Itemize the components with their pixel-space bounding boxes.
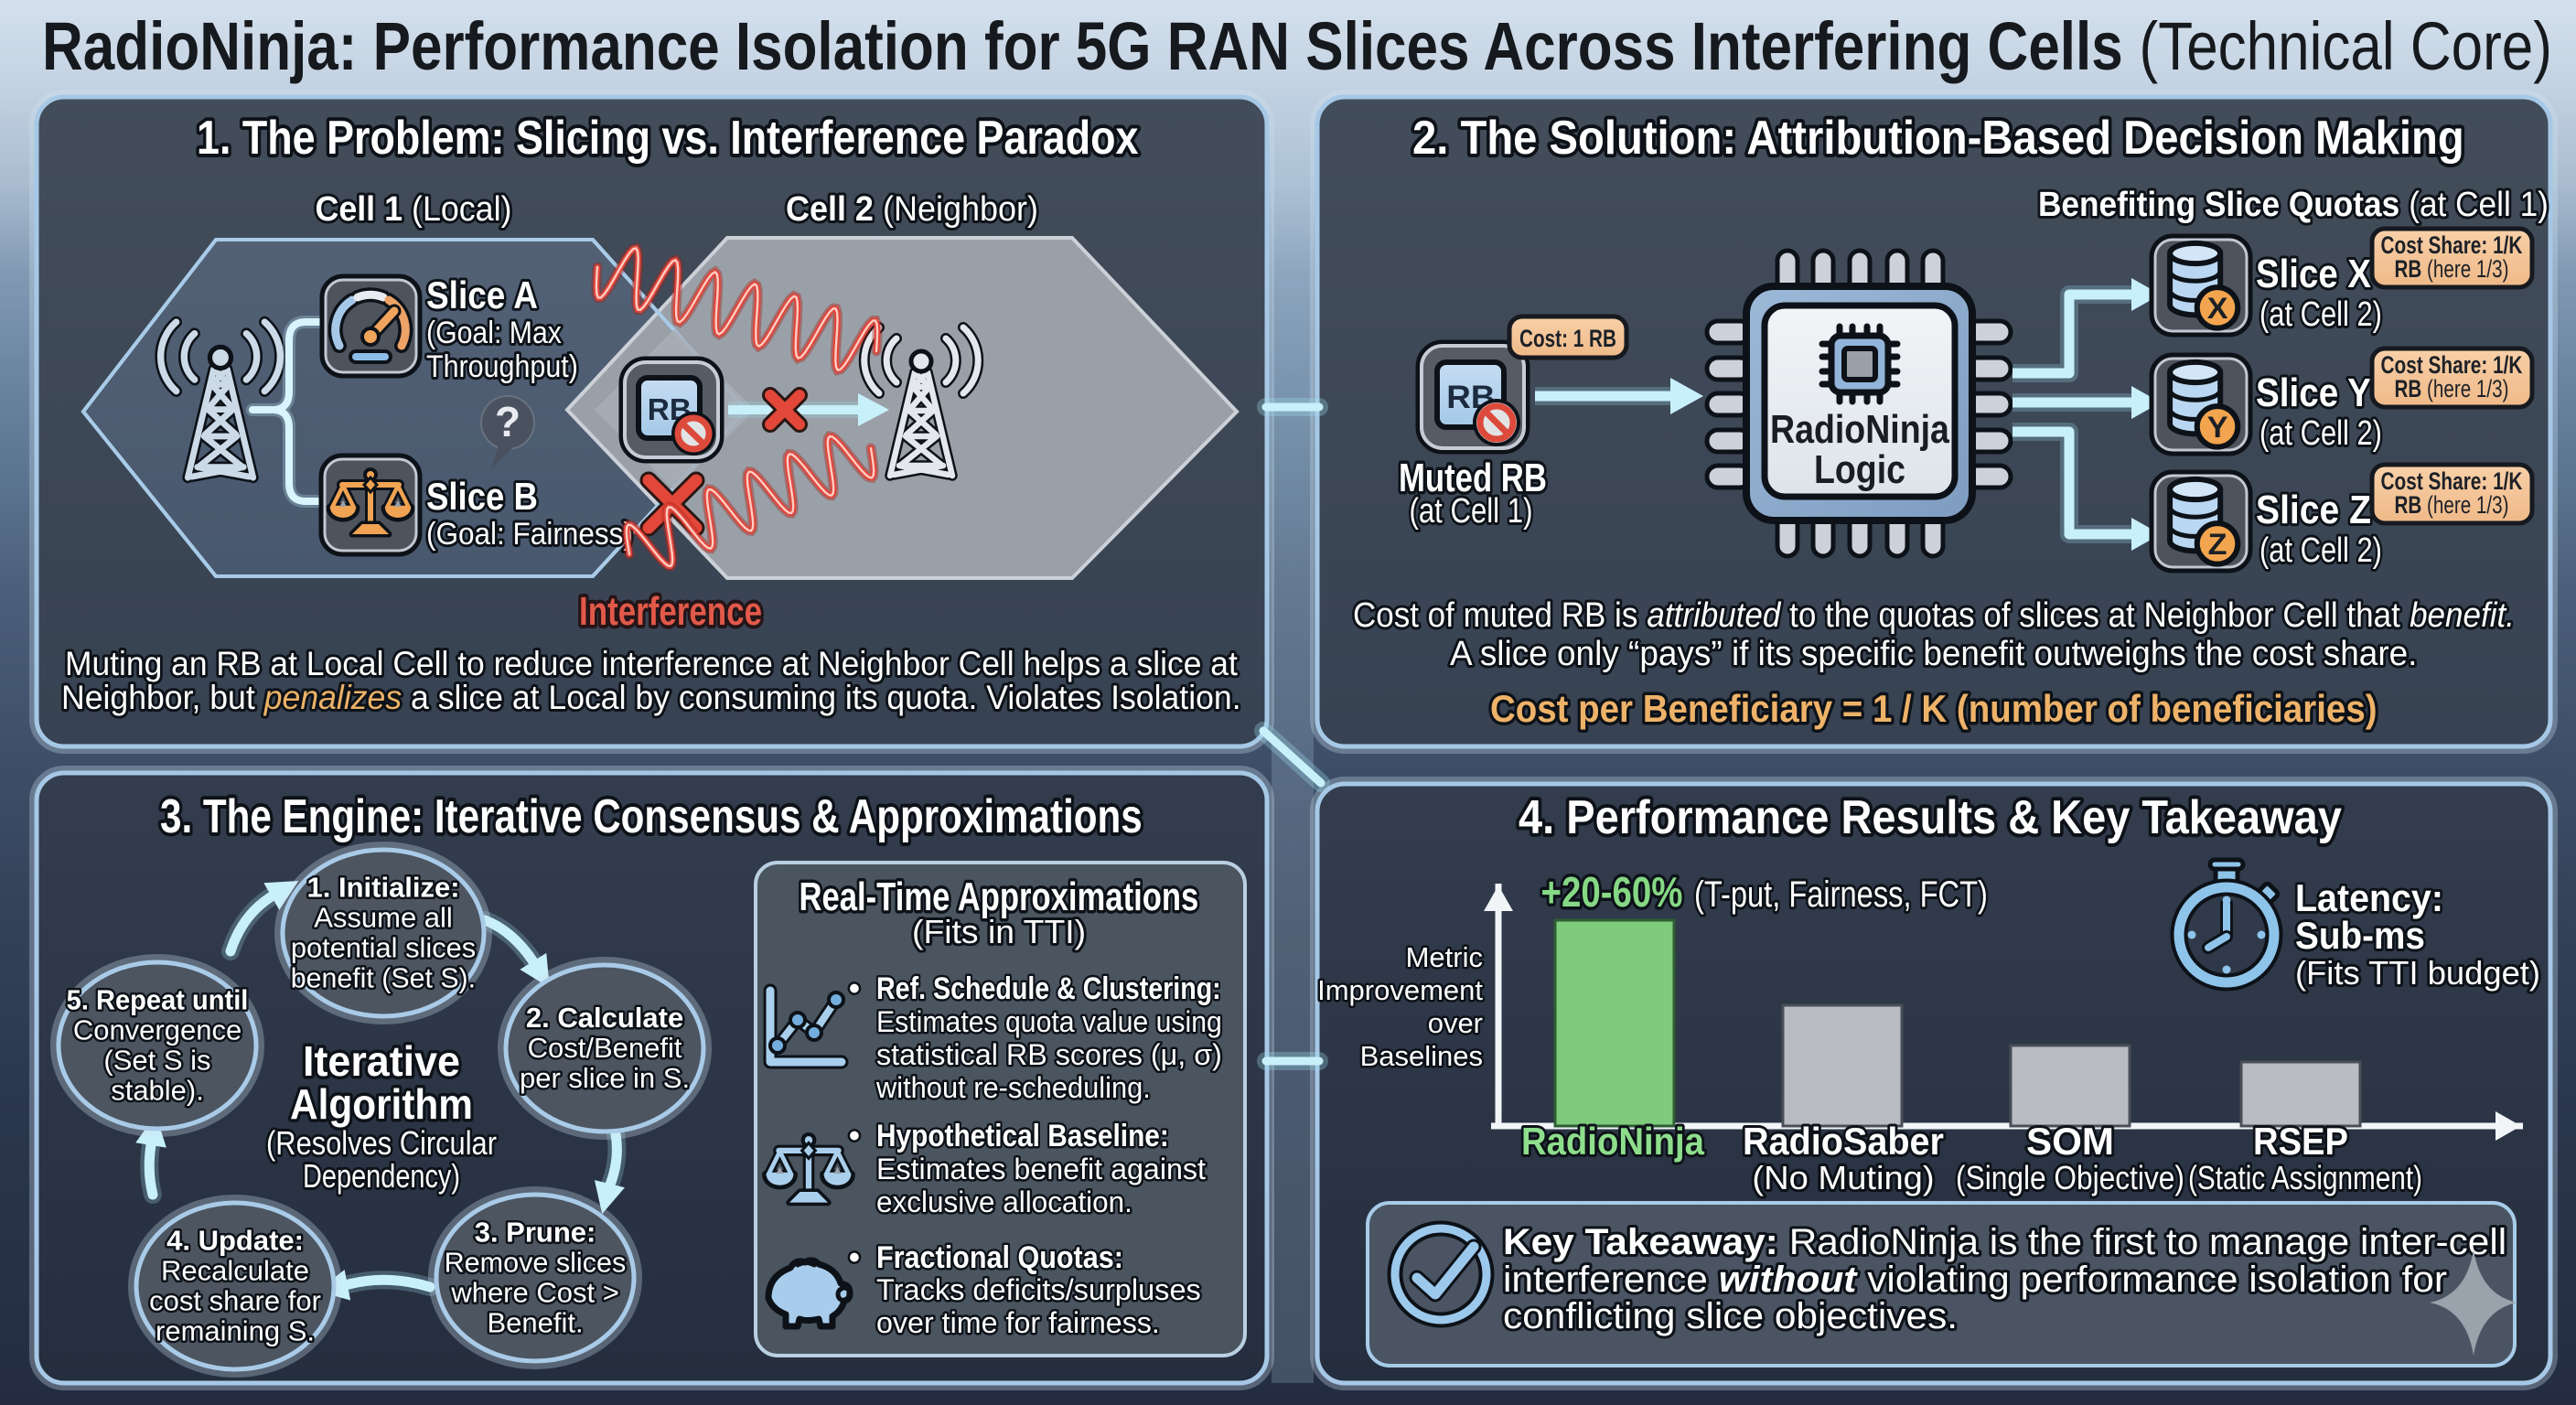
svg-text:(Fits TTI budget): (Fits TTI budget) bbox=[2295, 954, 2540, 992]
svg-text:(Goal: Max: (Goal: Max bbox=[426, 315, 562, 349]
svg-text:conflicting slice objectives.: conflicting slice objectives. bbox=[1503, 1295, 1958, 1336]
svg-text:4. Performance Results & Key T: 4. Performance Results & Key Takeaway bbox=[1519, 790, 2342, 844]
svg-text:potential slices: potential slices bbox=[291, 931, 476, 963]
svg-text:Interference: Interference bbox=[579, 589, 762, 634]
svg-text:Metric: Metric bbox=[1406, 941, 1483, 973]
svg-text:benefit (Set S).: benefit (Set S). bbox=[291, 962, 476, 993]
svg-text:Slice B: Slice B bbox=[426, 476, 538, 519]
svg-text:Y: Y bbox=[2207, 412, 2228, 445]
svg-text:Cell 2 (Neighbor): Cell 2 (Neighbor) bbox=[786, 189, 1038, 228]
svg-text:4. Update:: 4. Update: bbox=[166, 1225, 304, 1257]
svg-text:2. Calculate: 2. Calculate bbox=[526, 1002, 683, 1034]
svg-text:Key Takeaway: RadioNinja is th: Key Takeaway: RadioNinja is the first to… bbox=[1503, 1221, 2506, 1262]
svg-text:Estimates quota value using: Estimates quota value using bbox=[876, 1005, 1222, 1038]
svg-text:X: X bbox=[2207, 293, 2228, 326]
svg-text:Iterative: Iterative bbox=[303, 1037, 460, 1085]
svg-text:Slice X: Slice X bbox=[2256, 252, 2371, 296]
svg-text:Neighbor, but penalizes a slic: Neighbor, but penalizes a slice at Local… bbox=[61, 678, 1241, 716]
svg-text:Fractional Quotas:: Fractional Quotas: bbox=[876, 1239, 1123, 1274]
svg-text:stable).: stable). bbox=[111, 1075, 204, 1107]
svg-text:2. The Solution: Attribution-B: 2. The Solution: Attribution-Based Decis… bbox=[1412, 111, 2464, 165]
svg-text:Cost/Benefit: Cost/Benefit bbox=[528, 1032, 682, 1064]
svg-text:RadioNinja: RadioNinja bbox=[1770, 406, 1949, 451]
svg-text:RadioSaber: RadioSaber bbox=[1743, 1120, 1944, 1163]
svg-text:Benefit.: Benefit. bbox=[488, 1307, 584, 1339]
svg-text:1. Initialize:: 1. Initialize: bbox=[307, 872, 460, 904]
svg-text:Tracks deficits/surpluses: Tracks deficits/surpluses bbox=[876, 1273, 1201, 1306]
svg-text:1. The Problem: Slicing vs. In: 1. The Problem: Slicing vs. Interference… bbox=[197, 112, 1138, 165]
svg-text:(Fits in TTI): (Fits in TTI) bbox=[912, 914, 1086, 950]
svg-text:Convergence: Convergence bbox=[73, 1014, 242, 1046]
svg-text:cost share for: cost share for bbox=[149, 1285, 321, 1317]
svg-text:Cost of muted RB is attributed: Cost of muted RB is attributed to the qu… bbox=[1353, 595, 2515, 635]
svg-text:Cost Share: 1/K: Cost Share: 1/K bbox=[2381, 467, 2523, 495]
svg-text:per slice in S.: per slice in S. bbox=[520, 1062, 690, 1094]
svg-text:(at Cell 1): (at Cell 1) bbox=[1409, 492, 1532, 531]
svg-text:RB (here 1/3): RB (here 1/3) bbox=[2394, 375, 2508, 402]
svg-text:Sub-ms: Sub-ms bbox=[2295, 914, 2425, 958]
svg-text:3. The Engine: Iterative Conse: 3. The Engine: Iterative Consensus & App… bbox=[160, 790, 1143, 843]
svg-text:Hypothetical Baseline:: Hypothetical Baseline: bbox=[876, 1118, 1169, 1153]
svg-text:Ref. Schedule & Clustering:: Ref. Schedule & Clustering: bbox=[876, 971, 1221, 1006]
svg-text:•: • bbox=[849, 1119, 860, 1153]
svg-text:Cost: 1 RB: Cost: 1 RB bbox=[1519, 325, 1616, 352]
svg-text:RadioNinja: RadioNinja bbox=[1521, 1120, 1705, 1163]
svg-text:Cost Share: 1/K: Cost Share: 1/K bbox=[2381, 231, 2523, 259]
svg-text:(at Cell 2): (at Cell 2) bbox=[2259, 295, 2382, 334]
svg-text:Real-Time Approximations: Real-Time Approximations bbox=[799, 874, 1198, 919]
svg-text:over time for fairness.: over time for fairness. bbox=[876, 1306, 1160, 1339]
svg-text:RB (here 1/3): RB (here 1/3) bbox=[2394, 255, 2508, 283]
svg-text:(Static Assignment): (Static Assignment) bbox=[2188, 1159, 2422, 1196]
svg-text:Benefiting Slice Quotas (at Ce: Benefiting Slice Quotas (at Cell 1) bbox=[2038, 185, 2549, 224]
svg-text:Improvement: Improvement bbox=[1317, 974, 1483, 1006]
svg-text:(Goal: Fairness): (Goal: Fairness) bbox=[426, 516, 633, 551]
svg-text:A slice only “pays” if its spe: A slice only “pays” if its specific bene… bbox=[1450, 634, 2417, 673]
svg-text:Logic: Logic bbox=[1814, 446, 1905, 492]
svg-text:over: over bbox=[1428, 1007, 1483, 1039]
svg-text:Cost per Beneficiary = 1 / K (: Cost per Beneficiary = 1 / K (number of … bbox=[1490, 687, 2377, 730]
svg-text:statistical RB scores (μ, σ): statistical RB scores (μ, σ) bbox=[876, 1038, 1222, 1071]
svg-text:Recalculate: Recalculate bbox=[161, 1255, 309, 1287]
svg-text:RB (here 1/3): RB (here 1/3) bbox=[2394, 491, 2508, 519]
svg-text:Slice A: Slice A bbox=[426, 274, 538, 317]
svg-text:5. Repeat until: 5. Repeat until bbox=[67, 985, 249, 1016]
svg-text:Muted RB: Muted RB bbox=[1399, 456, 1547, 500]
svg-text:Z: Z bbox=[2208, 529, 2227, 562]
svg-text:Slice Y: Slice Y bbox=[2256, 370, 2371, 415]
svg-text:Baselines: Baselines bbox=[1360, 1040, 1483, 1072]
svg-text:where Cost >: where Cost > bbox=[450, 1277, 619, 1309]
svg-text:Remove slices: Remove slices bbox=[445, 1246, 627, 1278]
svg-text:Cost Share: 1/K: Cost Share: 1/K bbox=[2381, 351, 2523, 379]
svg-text:•: • bbox=[849, 1240, 860, 1275]
svg-text:SOM: SOM bbox=[2026, 1120, 2114, 1163]
svg-text:?: ? bbox=[495, 398, 521, 445]
svg-text:Dependency): Dependency) bbox=[303, 1157, 460, 1195]
svg-text:Slice Z: Slice Z bbox=[2256, 487, 2371, 532]
svg-text:interference without violating: interference without violating performan… bbox=[1503, 1259, 2447, 1300]
svg-text:Muting an RB at Local Cell to: Muting an RB at Local Cell to reduce int… bbox=[65, 644, 1238, 682]
svg-text:RadioNinja: Performance Isolat: RadioNinja: Performance Isolation for 5G… bbox=[42, 9, 2552, 84]
svg-text:(Single Objective): (Single Objective) bbox=[1956, 1160, 2184, 1196]
svg-text:(at Cell 2): (at Cell 2) bbox=[2259, 531, 2382, 570]
svg-text:(Set S is: (Set S is bbox=[103, 1045, 210, 1077]
svg-text:Assume all: Assume all bbox=[314, 902, 453, 934]
svg-text:exclusive allocation.: exclusive allocation. bbox=[876, 1185, 1132, 1218]
svg-text:RSEP: RSEP bbox=[2253, 1120, 2348, 1163]
svg-text:3. Prune:: 3. Prune: bbox=[475, 1217, 596, 1249]
svg-text:+20-60%: +20-60% bbox=[1540, 869, 1682, 916]
svg-text:Algorithm: Algorithm bbox=[290, 1081, 473, 1128]
svg-text:(No Muting): (No Muting) bbox=[1752, 1159, 1934, 1196]
svg-text:Throughput): Throughput) bbox=[426, 349, 578, 383]
svg-text:Cell 1 (Local): Cell 1 (Local) bbox=[315, 189, 511, 228]
svg-text:(Resolves Circular: (Resolves Circular bbox=[266, 1126, 497, 1163]
svg-text:•: • bbox=[849, 971, 860, 1006]
svg-text:(at Cell 2): (at Cell 2) bbox=[2259, 414, 2382, 453]
svg-text:Estimates benefit against: Estimates benefit against bbox=[876, 1153, 1206, 1185]
svg-text:(T-put, Fairness, FCT): (T-put, Fairness, FCT) bbox=[1694, 874, 1988, 915]
svg-text:without re-scheduling.: without re-scheduling. bbox=[875, 1071, 1151, 1104]
svg-text:remaining S.: remaining S. bbox=[156, 1315, 315, 1347]
svg-text:Latency:: Latency: bbox=[2295, 876, 2443, 919]
